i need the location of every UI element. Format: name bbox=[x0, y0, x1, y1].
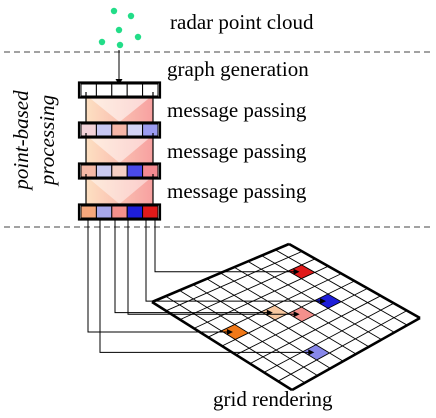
connector-line bbox=[87, 218, 231, 333]
radar-point bbox=[110, 7, 118, 15]
stack-side-lines bbox=[85, 92, 154, 206]
radar-point bbox=[127, 12, 135, 20]
connector-line bbox=[154, 218, 298, 273]
feature-cell bbox=[95, 205, 113, 219]
connector-arrow bbox=[266, 309, 273, 316]
feature-cell bbox=[142, 205, 159, 219]
feature-cell bbox=[95, 164, 113, 178]
message-passing-block bbox=[86, 176, 153, 204]
message-passing-label-3: message passing bbox=[167, 179, 307, 203]
feature-cell bbox=[111, 164, 128, 178]
connector-arrow bbox=[226, 328, 233, 335]
feature-row bbox=[77, 81, 162, 99]
message-passing-label-1: message passing bbox=[167, 98, 307, 122]
feature-row bbox=[77, 121, 162, 139]
feature-cell bbox=[80, 123, 97, 137]
feature-cell bbox=[111, 123, 128, 137]
bev-grid bbox=[151, 242, 421, 392]
point-based-label: point-based bbox=[9, 90, 33, 192]
radar-point-cloud-label: radar point cloud bbox=[170, 10, 314, 34]
feature-cell bbox=[126, 83, 144, 97]
connector-arrow bbox=[308, 349, 315, 356]
message-passing-block bbox=[86, 95, 153, 122]
feature-row bbox=[77, 162, 162, 180]
feature-cell bbox=[95, 83, 113, 97]
connector-arrow bbox=[293, 268, 300, 275]
message-passing-label-2: message passing bbox=[167, 139, 307, 163]
grid-cell bbox=[221, 324, 249, 340]
radar-point bbox=[116, 41, 124, 49]
radar-point bbox=[98, 38, 106, 46]
grid-rendering-label: grid rendering bbox=[213, 387, 333, 411]
grid-connectors bbox=[87, 218, 327, 356]
radar-point-cloud bbox=[98, 7, 142, 49]
connector-arrow bbox=[293, 311, 300, 318]
feature-cell bbox=[111, 83, 128, 97]
feature-row bbox=[77, 203, 162, 221]
connector-line bbox=[99, 218, 313, 353]
connector-line bbox=[114, 218, 271, 314]
feature-cell bbox=[126, 123, 144, 137]
feature-cell bbox=[80, 205, 97, 219]
feature-cell bbox=[126, 164, 144, 178]
feature-cell bbox=[142, 123, 159, 137]
feature-cell bbox=[80, 83, 97, 97]
feature-cell bbox=[80, 164, 97, 178]
feature-cell bbox=[142, 164, 159, 178]
connector-line bbox=[145, 218, 325, 302]
connector-line bbox=[127, 218, 298, 315]
feature-cell bbox=[142, 83, 159, 97]
feature-cell bbox=[95, 123, 113, 137]
feature-rows bbox=[77, 81, 162, 221]
radar-point bbox=[134, 33, 142, 41]
radar-point bbox=[115, 26, 123, 34]
graph-generation-label: graph generation bbox=[167, 57, 309, 81]
feature-cell bbox=[111, 205, 128, 219]
processing-label: processing bbox=[35, 95, 59, 187]
feature-cell bbox=[126, 205, 144, 219]
connector-arrow bbox=[320, 298, 327, 305]
message-passing-blocks bbox=[86, 95, 153, 204]
message-passing-block bbox=[86, 135, 153, 163]
